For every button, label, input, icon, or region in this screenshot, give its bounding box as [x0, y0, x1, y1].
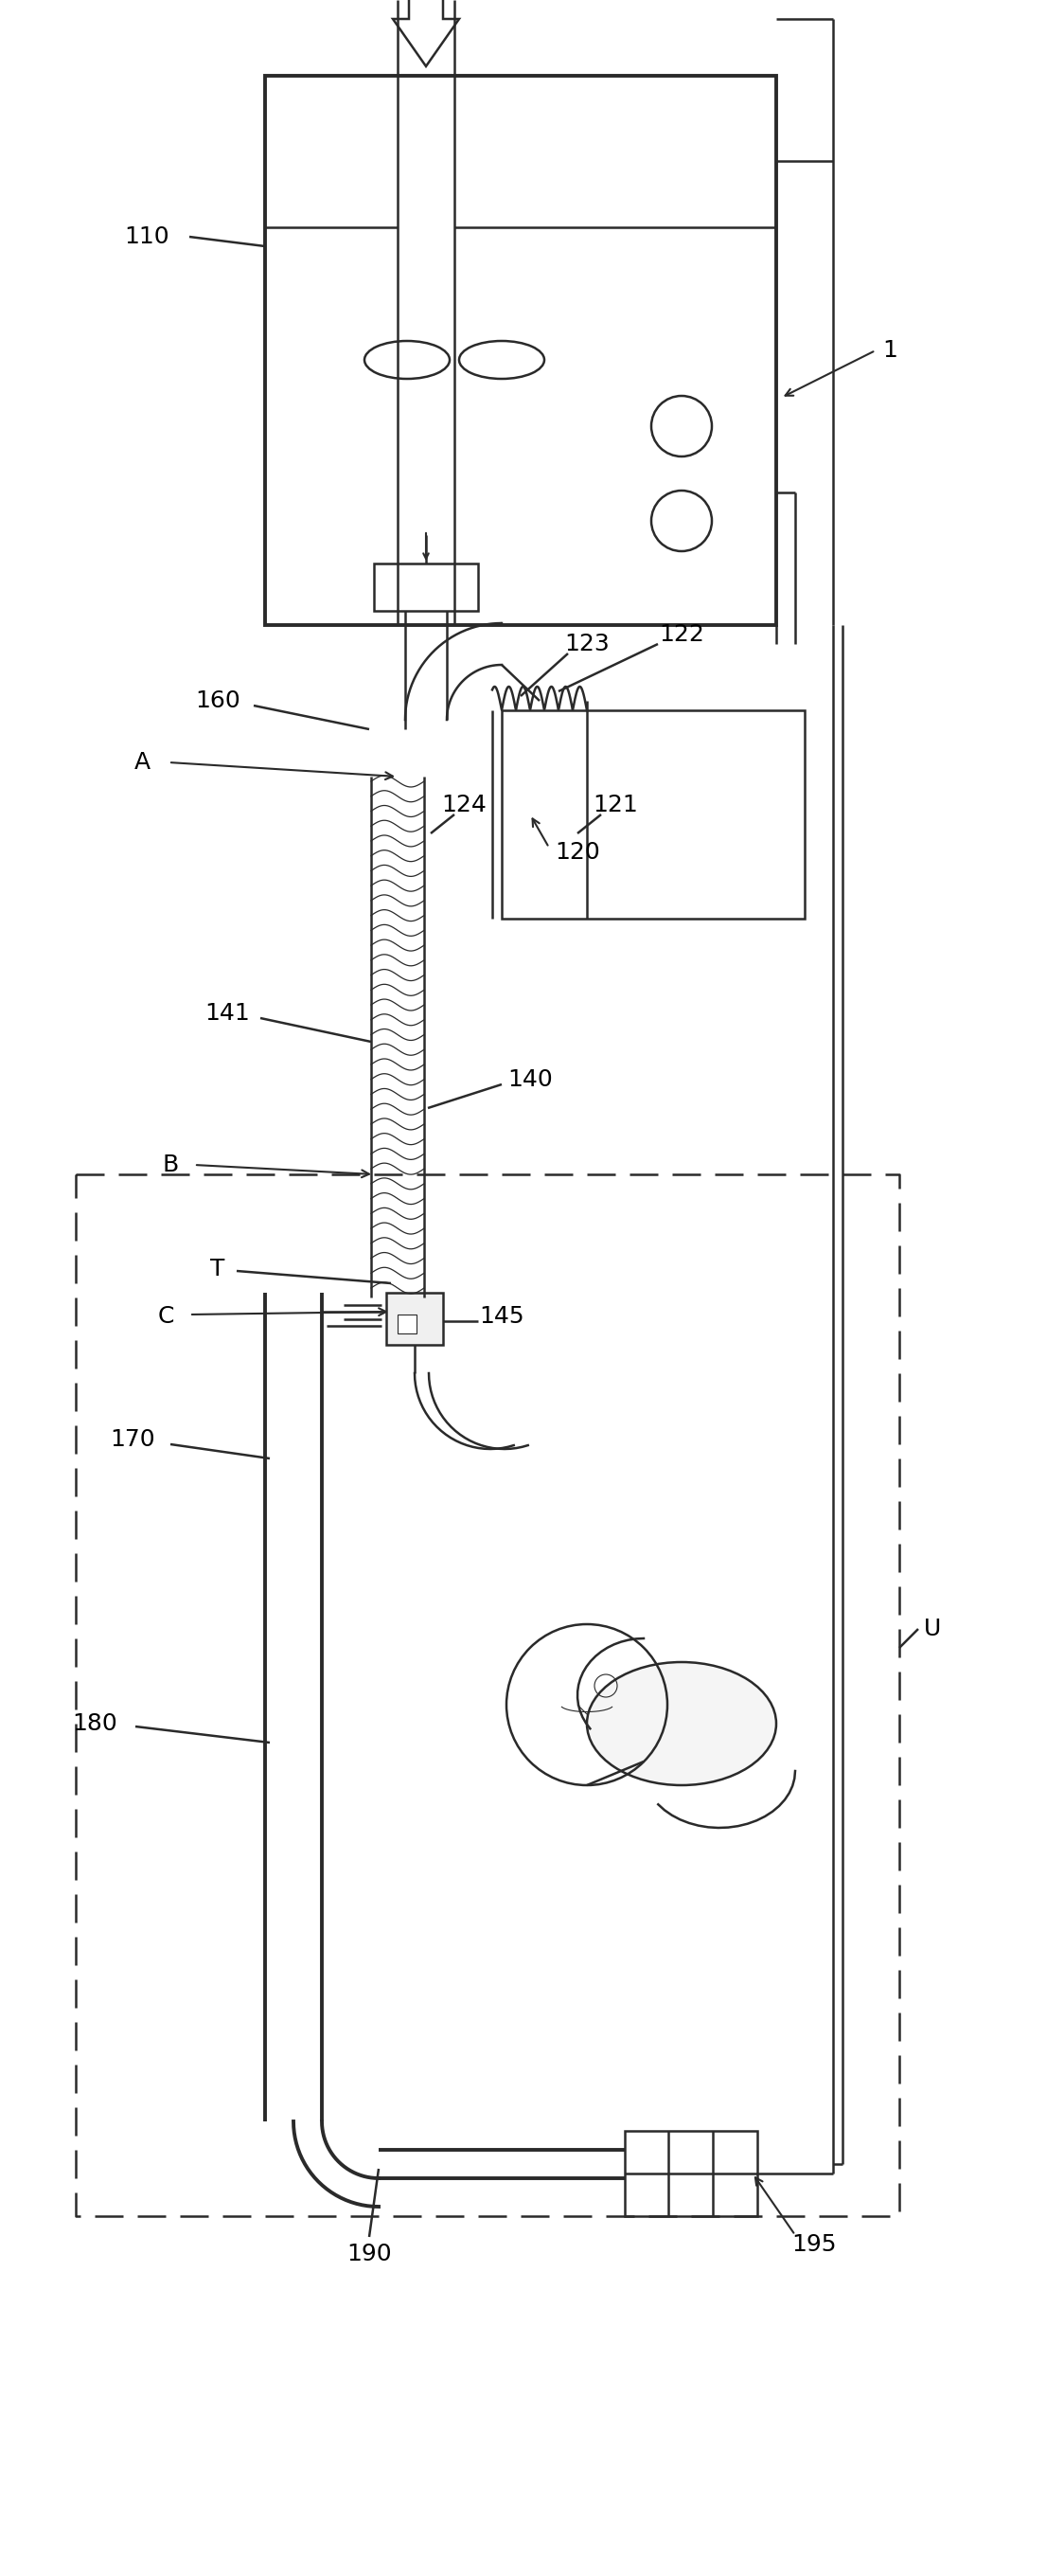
- Ellipse shape: [587, 1662, 777, 1785]
- Bar: [625, 2130, 758, 2215]
- Bar: [502, 711, 804, 920]
- Bar: [373, 564, 478, 611]
- Text: 124: 124: [442, 793, 486, 817]
- Text: B: B: [162, 1154, 179, 1177]
- Bar: [265, 75, 777, 626]
- Text: U: U: [924, 1618, 941, 1641]
- Text: 180: 180: [72, 1713, 117, 1736]
- Text: 1: 1: [882, 340, 897, 361]
- Text: T: T: [211, 1257, 225, 1280]
- Text: 190: 190: [347, 2244, 392, 2264]
- Text: 122: 122: [659, 623, 704, 647]
- Bar: [398, 1314, 416, 1334]
- Text: 120: 120: [554, 840, 600, 863]
- Text: 170: 170: [110, 1427, 155, 1450]
- Text: 145: 145: [479, 1306, 525, 1327]
- Text: A: A: [134, 752, 150, 773]
- Bar: [386, 1293, 443, 1345]
- Text: 123: 123: [564, 634, 610, 654]
- Text: 121: 121: [593, 793, 638, 817]
- Text: 141: 141: [204, 1002, 250, 1025]
- Text: C: C: [157, 1306, 173, 1327]
- Polygon shape: [393, 0, 459, 67]
- Text: 160: 160: [195, 690, 240, 711]
- Text: 110: 110: [124, 227, 169, 247]
- Text: 140: 140: [508, 1069, 552, 1092]
- Text: 195: 195: [792, 2233, 836, 2257]
